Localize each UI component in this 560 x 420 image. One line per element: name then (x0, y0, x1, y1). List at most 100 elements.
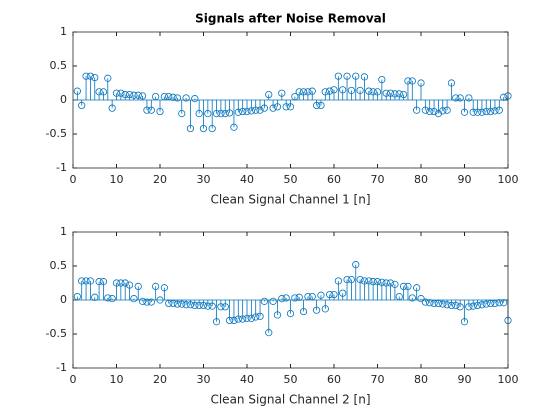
stem-marker (426, 107, 434, 116)
stem-marker (312, 306, 321, 314)
stem-marker (482, 107, 490, 116)
stem-marker (378, 76, 386, 84)
stem-marker (339, 86, 347, 94)
stem-marker (99, 88, 108, 96)
stem-marker (82, 72, 90, 80)
stem-marker (152, 282, 160, 290)
stem-marker (465, 94, 473, 102)
stem-marker (99, 278, 108, 286)
stem-marker (278, 295, 286, 303)
x-tick-label: 0 (70, 173, 77, 186)
stem-marker (421, 298, 429, 306)
stem-marker (321, 88, 329, 96)
stem-marker (391, 90, 399, 98)
stem-marker (456, 303, 464, 311)
stem-marker (478, 108, 486, 116)
stem-marker (147, 298, 155, 306)
stem-marker (165, 299, 173, 307)
stem-marker (308, 87, 316, 95)
stem-marker (382, 89, 390, 97)
x-tick-label: 20 (153, 173, 167, 186)
stem-marker (347, 86, 355, 95)
stem-marker (243, 314, 251, 322)
stem-marker (395, 292, 403, 301)
stem-marker (139, 297, 147, 305)
stem-marker (439, 107, 447, 115)
stem-marker (343, 275, 351, 284)
stem-marker (125, 90, 134, 99)
stem-marker (299, 88, 308, 96)
stem-marker (386, 279, 395, 287)
x-tick-label: 80 (414, 173, 428, 186)
stem-marker (304, 292, 312, 301)
x-tick-label: 30 (197, 373, 211, 386)
stem-marker (369, 88, 377, 96)
axes-box (72, 31, 509, 169)
stem-marker (317, 291, 325, 299)
stem-marker (417, 79, 425, 87)
stem-marker (356, 275, 364, 284)
stem-marker (495, 299, 503, 307)
stem-marker (465, 303, 473, 311)
stem-marker (121, 90, 129, 99)
stem-marker (478, 301, 486, 309)
stem-marker (104, 294, 112, 302)
stem-marker (286, 309, 295, 318)
stem-marker (443, 301, 451, 309)
stem-marker (495, 106, 503, 114)
stem-marker (312, 101, 321, 110)
stem-marker (291, 93, 299, 101)
stem-marker (295, 293, 303, 301)
stem-marker (191, 95, 199, 103)
stem-marker (212, 318, 221, 326)
axes-box (72, 231, 509, 369)
stem-marker (260, 297, 268, 305)
stem-marker (73, 292, 81, 301)
stem-marker (204, 302, 212, 310)
stem-marker (199, 301, 208, 310)
stem-marker (304, 88, 312, 96)
stem-marker (256, 312, 264, 320)
y-tick-label: -0.5 (46, 127, 67, 140)
stem-marker (330, 86, 338, 94)
stem-marker (178, 300, 186, 308)
stem-marker (221, 303, 229, 311)
stem-marker (204, 110, 212, 118)
stem-marker (117, 279, 125, 287)
stem-marker (243, 107, 251, 116)
stem-marker (413, 106, 421, 114)
stem-marker (160, 284, 168, 292)
stem-marker (182, 94, 190, 102)
stem-marker (391, 280, 399, 288)
stem-marker (165, 93, 173, 101)
stem-marker (373, 88, 382, 96)
stem-marker (308, 292, 316, 301)
stem-marker (265, 329, 273, 337)
stem-marker (426, 299, 434, 307)
stem-marker (460, 108, 469, 116)
stem-marker (78, 277, 86, 285)
stem-marker (408, 77, 416, 85)
stem-marker (460, 318, 469, 326)
stem-marker (447, 301, 456, 310)
x-tick-label: 10 (110, 173, 124, 186)
x-tick-label: 60 (327, 173, 341, 186)
stem-marker (199, 124, 208, 133)
x-tick-label: 10 (110, 373, 124, 386)
stem-marker (195, 301, 203, 310)
stem-marker (373, 278, 382, 286)
stem-marker (221, 110, 229, 118)
x-tick-label: 60 (327, 373, 341, 386)
x-tick-label: 20 (153, 373, 167, 386)
stem-marker (160, 93, 168, 101)
stem-marker (447, 79, 456, 87)
stem-marker (399, 90, 408, 99)
x-axis-label: Clean Signal Channel 2 [n] (210, 393, 370, 407)
stem-marker (482, 300, 490, 308)
stem-marker (473, 108, 482, 116)
stem-marker (317, 101, 325, 110)
stem-marker (321, 305, 329, 313)
stem-marker (86, 277, 95, 285)
stem-marker (386, 89, 395, 97)
stem-marker (91, 293, 99, 301)
